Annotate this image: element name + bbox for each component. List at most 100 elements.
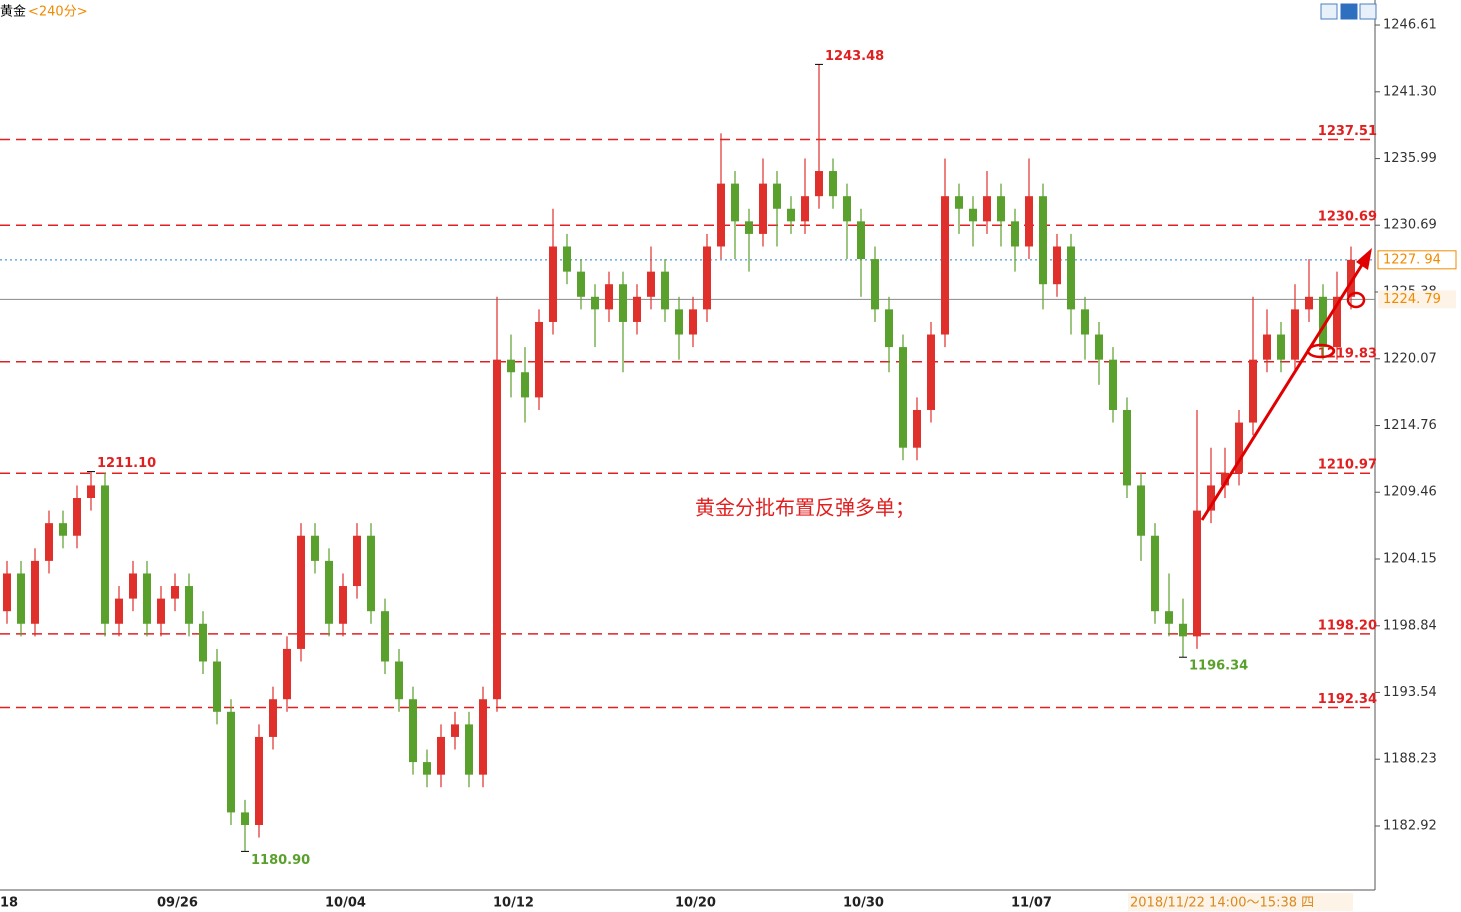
toolbar-button[interactable] bbox=[1320, 3, 1338, 20]
candle-body bbox=[1291, 309, 1299, 360]
candle-body bbox=[619, 284, 627, 322]
candle-body bbox=[297, 535, 305, 649]
candle-body bbox=[1193, 510, 1201, 637]
candle-body bbox=[1025, 196, 1033, 247]
candle-body bbox=[255, 736, 263, 825]
y-tick-label: 1230.69 bbox=[1383, 218, 1437, 233]
candle-body bbox=[997, 196, 1005, 222]
toolbar-button[interactable] bbox=[1359, 3, 1377, 20]
candle-body bbox=[983, 196, 991, 222]
candle-body bbox=[171, 586, 179, 599]
candle-body bbox=[1137, 485, 1145, 536]
candle-body bbox=[367, 535, 375, 612]
candle-body bbox=[885, 309, 893, 348]
candle-body bbox=[759, 183, 767, 234]
candle-body bbox=[535, 321, 543, 398]
arrow-line bbox=[1200, 259, 1367, 521]
candle-body bbox=[353, 535, 361, 587]
candle-body bbox=[1347, 259, 1355, 297]
candle-body bbox=[731, 183, 739, 222]
extreme-label: 1211.10 bbox=[97, 456, 156, 471]
candle-body bbox=[409, 699, 417, 763]
y-tick-label: 1246.61 bbox=[1383, 18, 1437, 33]
candle-body bbox=[591, 296, 599, 310]
x-tick-label: 11/07 bbox=[1011, 896, 1052, 911]
y-tick-label: 1204.15 bbox=[1383, 552, 1437, 567]
y-tick-label: 1188.23 bbox=[1383, 752, 1437, 767]
last-price-box bbox=[1377, 250, 1457, 270]
candle-body bbox=[143, 573, 151, 624]
candle-body bbox=[1179, 623, 1187, 637]
candle-body bbox=[1305, 296, 1313, 310]
x-tick-label: 10/20 bbox=[675, 896, 716, 911]
candle-body bbox=[479, 699, 487, 775]
candle-body bbox=[955, 196, 963, 209]
x-tick-label: 18 bbox=[0, 896, 18, 911]
candle-body bbox=[45, 523, 53, 561]
candle-body bbox=[1095, 334, 1103, 360]
candle-body bbox=[1151, 535, 1159, 612]
candle-body bbox=[1249, 359, 1257, 423]
candle-body bbox=[325, 560, 333, 624]
candle-body bbox=[689, 309, 697, 335]
candle-body bbox=[857, 221, 865, 260]
footer-background bbox=[1128, 893, 1353, 911]
candle-body bbox=[1263, 334, 1271, 360]
candle-body bbox=[1067, 246, 1075, 310]
candle-body bbox=[521, 372, 529, 398]
candle-body bbox=[927, 334, 935, 410]
y-tick-label: 1193.54 bbox=[1383, 685, 1437, 700]
candle-body bbox=[549, 246, 557, 322]
candle-body bbox=[773, 183, 781, 209]
candle-body bbox=[745, 221, 753, 234]
candle-body bbox=[129, 573, 137, 599]
candle-body bbox=[1165, 611, 1173, 624]
candle-body bbox=[199, 623, 207, 662]
toolbar bbox=[1320, 3, 1377, 20]
level-label: 1230.69 bbox=[1318, 210, 1377, 225]
levels: 1237.51 1230.69 1219.83 1210.97 1198.20 1192.… bbox=[0, 124, 1377, 709]
candle-body bbox=[115, 598, 123, 624]
candle-body bbox=[437, 736, 445, 775]
candle-body bbox=[703, 246, 711, 310]
footer-info: 2018/11/22 14:00～15:38 四 bbox=[1130, 896, 1314, 911]
candle-body bbox=[801, 196, 809, 222]
level-label: 1198.20 bbox=[1318, 618, 1377, 633]
candle-body bbox=[675, 309, 683, 335]
candle-body bbox=[913, 409, 921, 448]
candle-body bbox=[381, 611, 389, 662]
candle-body bbox=[899, 347, 907, 448]
x-tick-label: 10/12 bbox=[493, 896, 534, 911]
candle-body bbox=[633, 296, 641, 322]
last-price-label: 1227. 94 bbox=[1383, 252, 1441, 267]
candle-body bbox=[311, 535, 319, 561]
extreme-label: 1243.48 bbox=[825, 49, 884, 64]
candle-body bbox=[213, 661, 221, 712]
level-label: 1219.83 bbox=[1318, 346, 1377, 361]
extreme-label: 1196.34 bbox=[1189, 659, 1248, 674]
level-label: 1237.51 bbox=[1318, 124, 1377, 139]
candle-body bbox=[1319, 296, 1327, 348]
period-label: <240分> bbox=[28, 5, 88, 20]
candle-body bbox=[269, 699, 277, 737]
candle-body bbox=[507, 359, 515, 373]
y-tick-label: 1220.07 bbox=[1383, 351, 1437, 366]
annotation: 黄金分批布置反弹多单； bbox=[695, 496, 915, 520]
candle-body bbox=[1123, 409, 1131, 486]
candle-body bbox=[787, 208, 795, 222]
candle-body bbox=[3, 573, 11, 612]
candle-body bbox=[185, 586, 193, 624]
candle-body bbox=[1221, 472, 1229, 486]
candle-body bbox=[647, 271, 655, 297]
toolbar-button[interactable] bbox=[1340, 3, 1358, 20]
ref-price-label: 1224. 79 bbox=[1383, 292, 1441, 307]
candle-body bbox=[101, 485, 109, 624]
candle-body bbox=[941, 196, 949, 335]
candle-body bbox=[1053, 246, 1061, 285]
candle-body bbox=[563, 246, 571, 272]
x-tick-label: 09/26 bbox=[157, 896, 198, 911]
trend-arrow bbox=[1200, 248, 1372, 521]
candle-body bbox=[829, 171, 837, 197]
y-tick-label: 1235.99 bbox=[1383, 151, 1437, 166]
